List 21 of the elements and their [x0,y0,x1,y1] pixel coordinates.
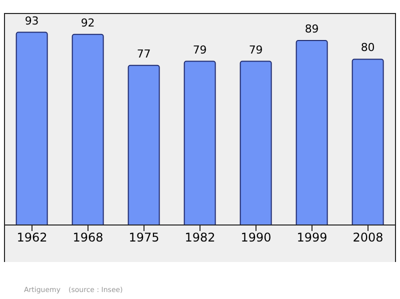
bar [72,34,104,226]
data-label: 92 [80,16,95,30]
bar [240,60,272,226]
data-label: 93 [24,14,39,28]
x-tick-label: 1999 [296,230,328,245]
x-tick-label: 1990 [240,230,272,245]
data-label: 89 [304,22,319,36]
data-label: 77 [136,47,151,60]
bar [184,60,216,226]
data-label: 79 [248,43,263,56]
data-label: 79 [192,43,207,56]
bar [16,32,48,226]
x-tick-label: 1962 [16,230,48,245]
x-tick-label: 1975 [128,230,160,245]
bar [352,58,384,226]
data-label: 80 [360,41,375,54]
x-tick-label: 2008 [352,230,384,245]
x-tick-label: 1968 [72,230,104,245]
bar [128,64,160,226]
bar [296,40,328,226]
x-tick-label: 1982 [184,230,216,245]
